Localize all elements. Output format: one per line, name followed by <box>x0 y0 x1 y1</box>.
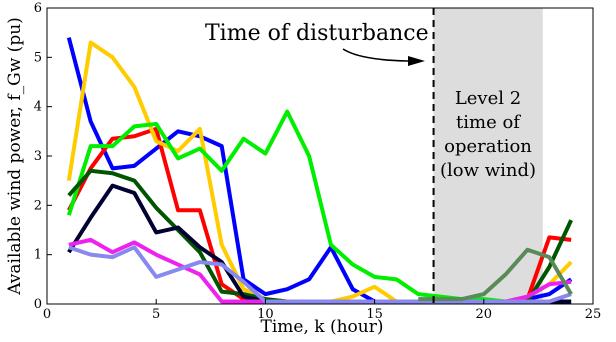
x-tick-label: 25 <box>585 307 602 322</box>
x-tick-label: 0 <box>43 307 51 322</box>
disturbance-label: Time of disturbance <box>205 21 429 46</box>
y-tick-label: 1 <box>34 248 42 263</box>
y-axis-label: Available wind power, f_Gw (pu) <box>5 17 25 296</box>
x-tick-label: 20 <box>476 307 493 322</box>
series-line-8 <box>68 245 572 304</box>
x-tick-label: 10 <box>257 307 274 322</box>
y-tick-label: 2 <box>34 198 42 213</box>
shade-line-2: time of <box>456 112 521 133</box>
y-tick-label: 3 <box>34 149 42 164</box>
y-tick-label: 0 <box>34 297 42 312</box>
y-tick-label: 6 <box>34 1 42 16</box>
ticks-layer: 0 5 10 15 20 25 0 1 2 3 4 5 6 <box>34 1 602 322</box>
x-axis-label: Time, k (hour) <box>261 317 384 337</box>
disturbance-arrowhead-icon <box>408 56 425 66</box>
x-tick-label: 5 <box>152 307 160 322</box>
y-tick-label: 4 <box>34 100 42 115</box>
shade-line-4: (low wind) <box>440 160 536 181</box>
shade-line-3: operation <box>444 136 532 157</box>
shade-line-1: Level 2 <box>455 88 521 109</box>
shaded-region-label: Level 2 time of operation (low wind) <box>440 88 536 181</box>
series-layer <box>66 37 573 304</box>
x-tick-label: 15 <box>366 307 383 322</box>
disturbance-arrow <box>342 48 409 62</box>
series-line-9 <box>418 247 573 302</box>
series-line-4 <box>66 109 572 304</box>
y-tick-label: 5 <box>34 50 42 65</box>
